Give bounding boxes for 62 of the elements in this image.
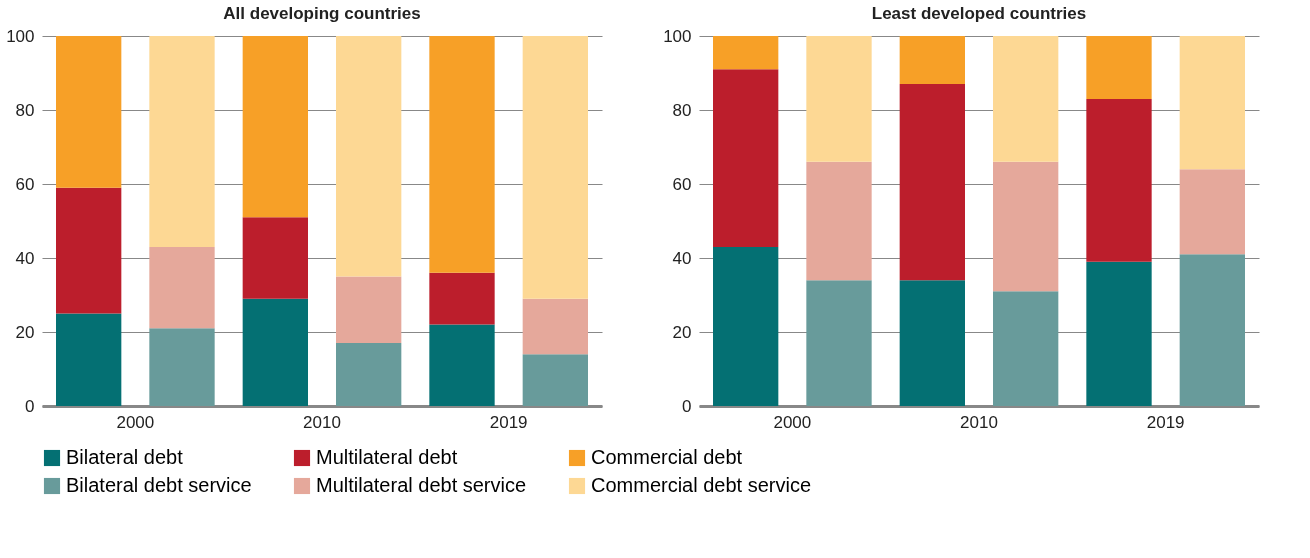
bar xyxy=(1086,36,1152,99)
legend-label: Bilateral debt service xyxy=(66,474,252,496)
y-tick-label: 80 xyxy=(672,100,692,120)
bar xyxy=(806,36,872,162)
bar xyxy=(713,246,779,406)
x-tick-label: 2019 xyxy=(489,412,528,432)
bar xyxy=(242,298,308,406)
y-tick-label: 60 xyxy=(672,174,692,194)
y-tick-label: 40 xyxy=(15,248,35,268)
bar xyxy=(713,36,779,70)
bar xyxy=(429,36,495,273)
bar xyxy=(336,276,402,344)
y-tick-label: 100 xyxy=(6,26,35,46)
x-tick-label: 2010 xyxy=(960,412,998,432)
bar xyxy=(242,217,308,299)
legend-label: Bilateral debt xyxy=(66,446,184,468)
y-tick-label: 20 xyxy=(15,322,35,342)
bar xyxy=(806,161,872,281)
bar xyxy=(149,246,215,329)
bar xyxy=(522,36,588,299)
legend-label: Multilateral debt service xyxy=(316,474,527,496)
bar xyxy=(336,343,402,406)
y-tick-label: 100 xyxy=(663,26,692,46)
bar xyxy=(899,36,965,85)
bar xyxy=(429,324,495,406)
legend-label: Commercial debt xyxy=(591,446,743,468)
chart-title: Least developed countries xyxy=(871,4,1087,23)
bar xyxy=(522,354,588,406)
y-tick-label: 80 xyxy=(15,100,35,120)
bar xyxy=(522,298,588,355)
bar xyxy=(993,161,1059,292)
y-tick-label: 0 xyxy=(682,396,692,416)
bar xyxy=(149,36,215,247)
bar xyxy=(336,36,402,277)
bar xyxy=(713,69,779,247)
bar xyxy=(899,280,965,406)
y-tick-label: 40 xyxy=(672,248,692,268)
bar xyxy=(56,36,122,188)
bar xyxy=(242,36,308,218)
x-tick-label: 2019 xyxy=(1146,412,1185,432)
bar xyxy=(806,280,872,406)
bar xyxy=(149,328,215,406)
bar xyxy=(993,36,1059,162)
bar xyxy=(1086,98,1152,262)
chart-title: All developing countries xyxy=(223,4,421,23)
bar xyxy=(993,291,1059,406)
x-tick-label: 2010 xyxy=(303,412,341,432)
legend-label: Multilateral debt xyxy=(316,446,458,468)
bar xyxy=(1179,169,1245,255)
legend-label: Commercial debt service xyxy=(591,474,812,496)
bar xyxy=(56,187,122,314)
bar xyxy=(1179,36,1245,170)
x-tick-label: 2000 xyxy=(116,412,155,432)
bar xyxy=(1179,254,1245,406)
x-tick-label: 2000 xyxy=(773,412,812,432)
bar xyxy=(899,84,965,281)
bar xyxy=(1086,261,1152,406)
bar xyxy=(429,272,495,325)
y-tick-label: 0 xyxy=(25,396,35,416)
y-tick-label: 20 xyxy=(672,322,692,342)
y-tick-label: 60 xyxy=(15,174,35,194)
bar xyxy=(56,313,122,406)
